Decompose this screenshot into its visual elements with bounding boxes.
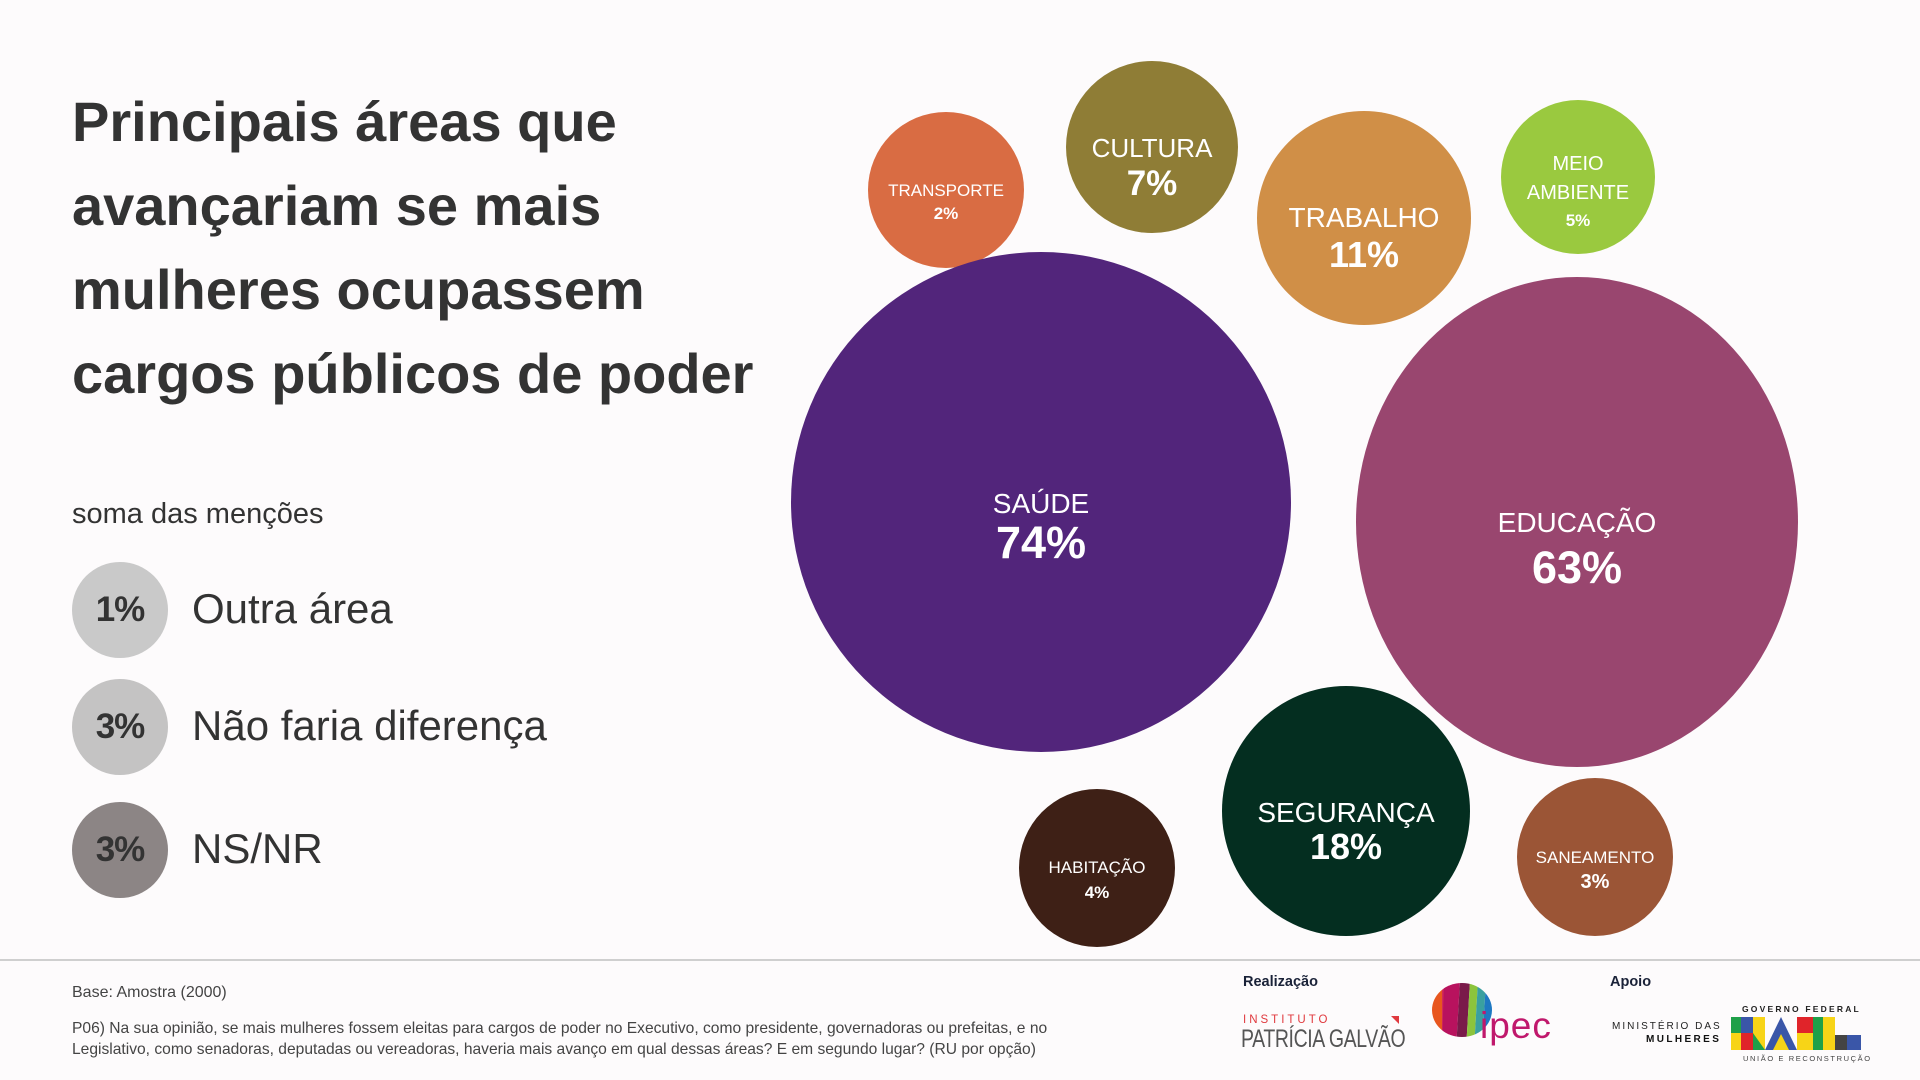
legend-item-ns-nr: 3% NS/NR [72,802,772,898]
legend-item-outra-area: 1% Outra área [72,562,772,658]
bubble-value: 63% [1532,542,1622,593]
bubble-value: 18% [1310,826,1382,867]
legend-label: NS/NR [192,825,323,872]
bubble-transporte: TRANSPORTE 2% [868,112,1024,268]
bubble-circle-saude [791,252,1291,752]
title-line-4: cargos públicos de poder [72,342,754,405]
bubble-circle-seguranca [1222,686,1470,936]
bubble-value: 3% [1581,871,1610,893]
ipec-logo-icon [1432,983,1492,1037]
ministerio-logo-line2: MULHERES [1646,1034,1722,1045]
ipg-logo-line1: INSTITUTO [1243,1014,1331,1026]
survey-question-line-1: P06) Na sua opinião, se mais mulheres fo… [72,1020,1048,1037]
bubble-habitacao: HABITAÇÃO 4% [1019,789,1175,947]
page-title: Principais áreas que avançariam se mais … [72,80,792,416]
footer-divider [0,959,1920,961]
bubble-circle-trabalho [1257,111,1471,325]
legend-value-badge: 3% [72,802,168,898]
bubble-saneamento: SANEAMENTO 3% [1517,778,1673,936]
base-note: Base: Amostra (2000) [72,984,227,1001]
governo-logo-bottom: UNIÃO E RECONSTRUÇÃO [1743,1054,1872,1063]
bubble-value: 2% [934,204,959,223]
title-line-2: avançariam se mais [72,174,602,237]
bubble-label: EDUCAÇÃO [1498,507,1657,538]
realizacao-heading: Realização [1243,974,1318,990]
bubble-circle-transporte [868,112,1024,268]
bubble-value: 5% [1566,211,1591,230]
bubble-label: SEGURANÇA [1257,797,1435,828]
ministerio-logo-line1: MINISTÉRIO DAS [1612,1021,1722,1032]
title-line-1: Principais áreas que [72,90,617,153]
ipg-logo-triangle-icon [1391,1016,1399,1024]
survey-question-line-2: Legislativo, como senadoras, deputadas o… [72,1041,1036,1058]
bubble-circle-cultura [1066,61,1238,233]
governo-logo-top: GOVERNO FEDERAL [1742,1004,1861,1014]
legend-label: Não faria diferença [192,702,547,749]
bubble-label: SAÚDE [993,488,1089,519]
apoio-heading: Apoio [1610,974,1652,990]
ipg-logo-line2: PATRÍCIA GALVÃO [1241,1025,1406,1053]
bubble-circle-meio-ambiente [1501,100,1655,254]
legend-label: Outra área [192,585,393,632]
bubble-circle-educacao [1356,277,1798,767]
bubble-value: 74% [996,517,1086,568]
bubble-label: TRABALHO [1289,202,1440,233]
bubble-label: CULTURA [1092,133,1214,163]
bubble-meio-ambiente: MEIO AMBIENTE 5% [1501,100,1655,254]
bubble-label: HABITAÇÃO [1049,858,1146,877]
bubble-value: 4% [1085,883,1110,902]
bubble-label: MEIO [1552,153,1603,175]
bubble-label: AMBIENTE [1527,182,1629,204]
survey-question: P06) Na sua opinião, se mais mulheres fo… [72,1018,1047,1060]
bubble-value: 7% [1127,164,1178,203]
bubble-value: 11% [1329,234,1399,275]
bubble-educacao: EDUCAÇÃO 63% [1356,277,1798,767]
legend-value-badge: 3% [72,679,168,775]
legend-subtitle: soma das menções [72,498,324,530]
bubble-circle-habitacao [1019,789,1175,947]
legend-value-badge: 1% [72,562,168,658]
title-line-3: mulheres ocupassem [72,258,645,321]
bubble-label: SANEAMENTO [1536,848,1655,867]
ipec-logo-text: ipec [1480,1005,1552,1046]
brasil-logo-icon: BRASIL [1731,1017,1861,1050]
bubble-chart: TRANSPORTE2%CULTURA7%TRABALHO11%MEIOAMBI… [791,61,1798,947]
legend-item-nao-faria-diferenca: 3% Não faria diferença [72,679,772,775]
bubble-circle-saneamento [1517,778,1673,936]
bubble-label: TRANSPORTE [888,181,1004,200]
